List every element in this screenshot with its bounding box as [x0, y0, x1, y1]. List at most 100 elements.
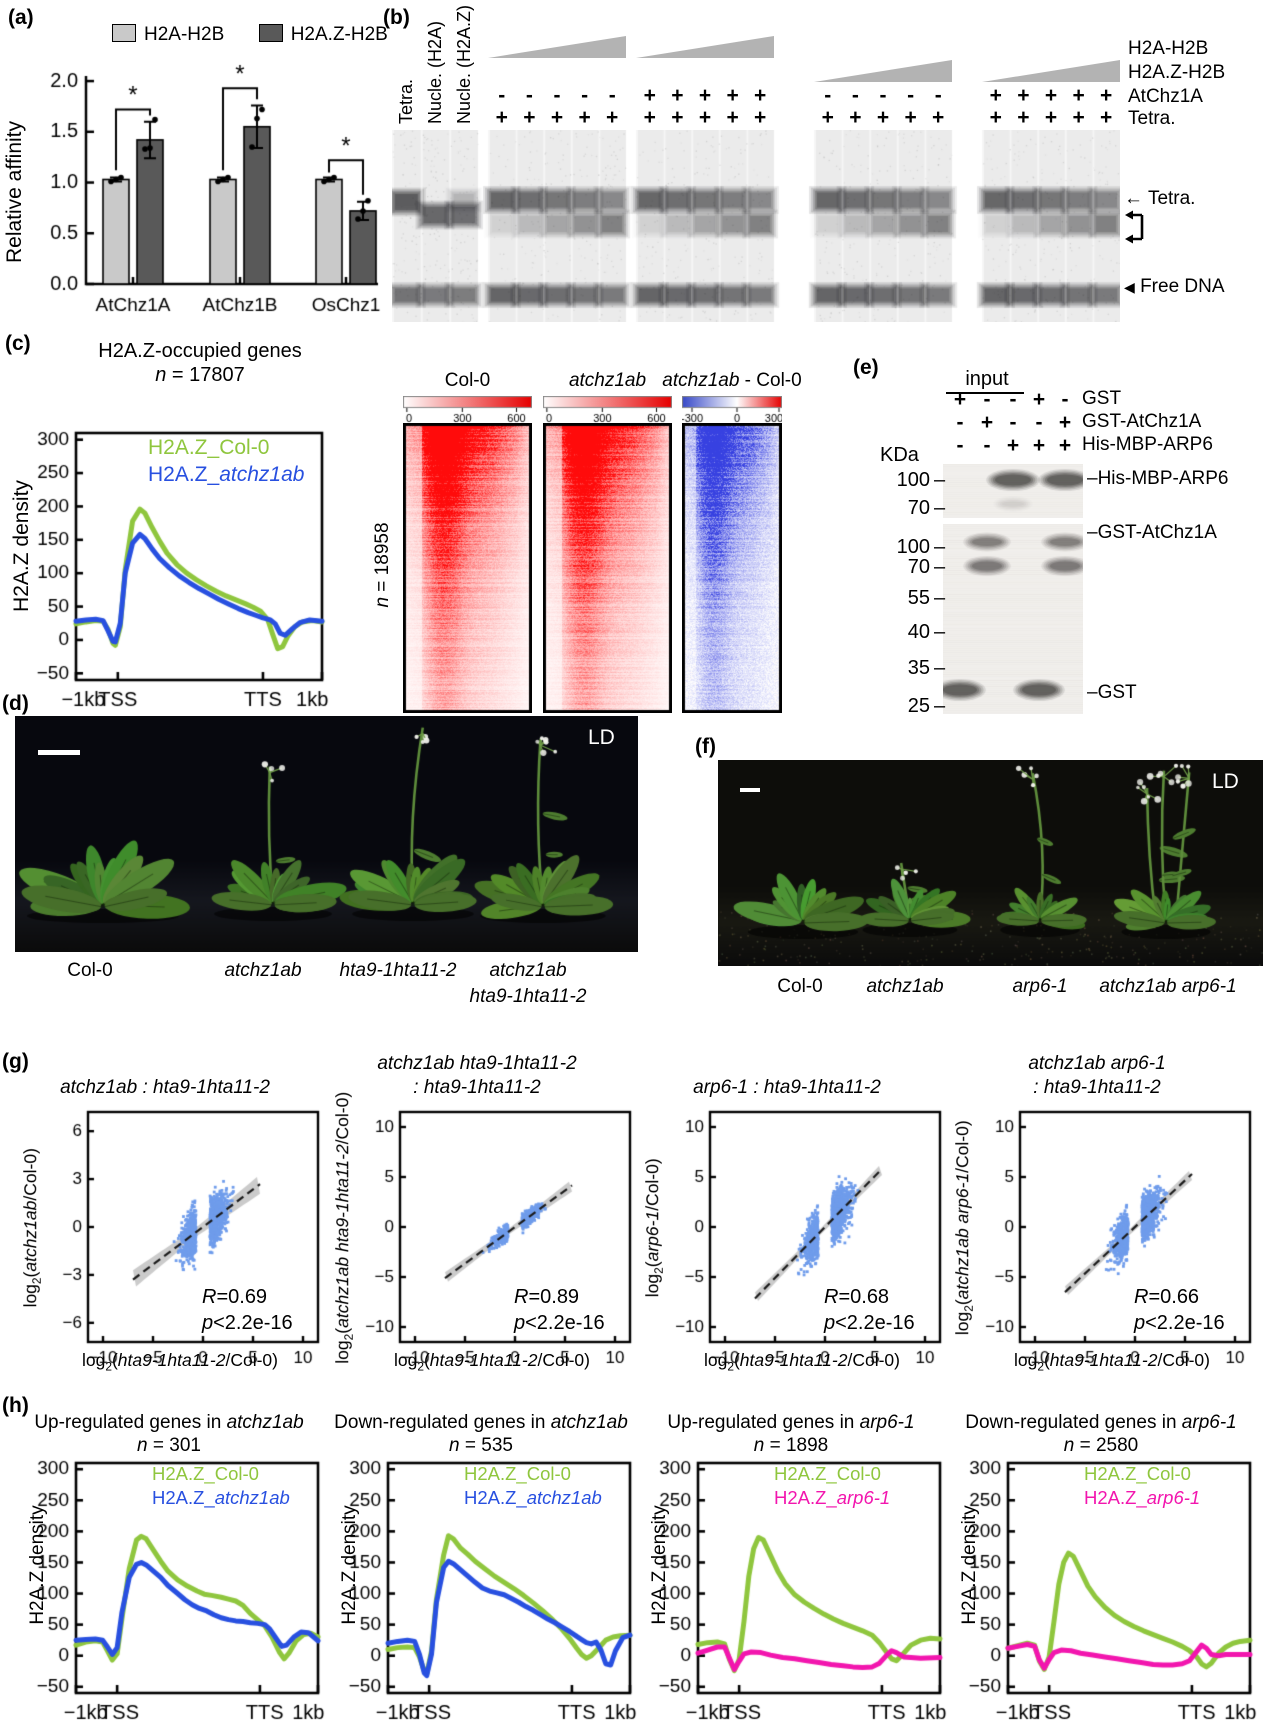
text-part: hta9-1hta11-2	[117, 1350, 226, 1370]
title-plain: Col-0	[444, 370, 491, 391]
e-plusminus: +	[1032, 434, 1046, 457]
text-part: n	[449, 1435, 460, 1456]
g-scatter-canvas	[650, 1098, 950, 1393]
h-plot-n: n = 1898	[626, 1435, 956, 1457]
e-kda-label: KDa	[880, 444, 919, 466]
heatmap-colorbar-atchz1ab	[543, 396, 672, 426]
e-blot-gst	[943, 524, 1083, 714]
e-plusminus: +	[1032, 388, 1046, 411]
e-ladder-value: 70	[907, 497, 930, 519]
text-part: 2	[651, 1267, 666, 1274]
g-stats-label: R=0.89 p<2.2e-16	[514, 1284, 605, 1336]
b-tetra-plusminus: +	[495, 106, 508, 129]
f-genotype-label: atchz1ab arp6-1	[1099, 976, 1237, 997]
text-part: p	[824, 1312, 836, 1334]
heatmap-colorbar-diff	[682, 396, 782, 426]
heatmap-n-label: n = 18958	[372, 500, 394, 630]
g-scatter-title: : hta9-1hta11-2	[413, 1077, 541, 1098]
b-tetra-plusminus: +	[1044, 106, 1058, 129]
text-part: log	[642, 1273, 663, 1298]
text-part: /Col-0)	[642, 1158, 663, 1211]
panel-h-letter: (h)	[2, 1394, 29, 1417]
h-plot-n: n = 535	[316, 1435, 646, 1457]
e-plusminus: -	[1009, 388, 1017, 411]
panel-d-letter: (d)	[2, 692, 29, 715]
b-tetra-plusminus: +	[698, 106, 712, 129]
b-tetra-band-annotation: ← Tetra.	[1124, 188, 1195, 210]
b-lane-label-tetra: Tetra.	[396, 78, 416, 124]
g-scatter-title: atchz1ab hta9-1hta11-2	[377, 1053, 577, 1074]
panel-b-letter: (b)	[383, 6, 410, 29]
e-plusminus: +	[953, 388, 967, 411]
text-part: (	[332, 1327, 353, 1334]
legend-label-h2a-h2b: H2A-H2B	[144, 24, 225, 45]
n-symbol: n	[155, 364, 167, 386]
b-tetra-plusminus: +	[821, 106, 834, 129]
b-tetra-plusminus: +	[1100, 106, 1113, 129]
b-atchz1a-plusminus: -	[934, 84, 942, 107]
b-atchz1a-plusminus: -	[525, 84, 533, 107]
b-tetra-band-label: Tetra.	[1147, 188, 1196, 209]
b-tetra-plusminus: +	[989, 106, 1002, 129]
text-part: p	[1134, 1312, 1146, 1334]
e-plusminus: -	[956, 411, 964, 434]
e-ladder-value: 35	[907, 657, 930, 679]
e-ladder-value: 100	[896, 469, 930, 491]
f-genotype-label: atchz1ab	[866, 976, 944, 997]
band-label: GST	[1097, 682, 1137, 703]
text-part: (	[1043, 1350, 1050, 1370]
c-metagene-plot-canvas	[14, 425, 334, 725]
e-blot-arp6	[943, 464, 1083, 518]
e-plusminus: +	[980, 411, 994, 434]
text-part: <2.2e-16	[213, 1312, 293, 1334]
text-part: p	[202, 1312, 214, 1334]
b-atchz1a-plusminus: +	[726, 84, 739, 107]
g-y-axis-title: log2(atchz1ab hta9-1hta11-2/Col-0)	[332, 1063, 356, 1393]
b-tetra-plusminus: +	[726, 106, 739, 129]
text-part: log	[1013, 1350, 1038, 1370]
b-atchz1a-plusminus: +	[698, 84, 712, 107]
d-genotype-label: hta9-1hta11-2	[469, 986, 587, 1007]
text-part: 2	[341, 1333, 356, 1341]
heatmap-atchz1ab	[543, 423, 672, 713]
f-genotype-label: Col-0	[777, 976, 823, 997]
b-tetra-plusminus: +	[904, 106, 917, 129]
heatmap-title-atchz1ab: atchz1ab	[543, 370, 672, 392]
dash: –	[1087, 468, 1098, 489]
text-part: =0.68	[838, 1286, 890, 1308]
text-part: arp6-1	[1181, 1412, 1237, 1433]
panel-a-letter: (a)	[8, 6, 34, 29]
n-value: = 17807	[166, 364, 245, 386]
text-part: = 1898	[764, 1435, 829, 1456]
e-row-label-gst: GST	[1082, 388, 1122, 409]
b-tetra-plusminus: +	[1017, 106, 1030, 129]
b-atchz1a-plusminus: -	[907, 84, 915, 107]
b-titration-wedge-2	[636, 36, 774, 58]
text-part: /Col-0)	[537, 1350, 590, 1370]
text-part: R	[824, 1286, 839, 1308]
g-scatter-title: atchz1ab : hta9-1hta11-2	[60, 1077, 270, 1098]
text-part: (	[20, 1271, 41, 1278]
g-scatter-title: atchz1ab arp6-1	[1028, 1053, 1166, 1074]
left-arrow-icon: ←	[1124, 188, 1143, 209]
text-part: /Col-0)	[952, 1120, 973, 1173]
b-row-label-atchz1a: AtChz1A	[1128, 86, 1203, 107]
e-ladder-dash: –	[934, 556, 946, 578]
d-plant-photo	[15, 716, 638, 952]
h-plot-title: Up-regulated genes in arp6-1	[626, 1412, 956, 1434]
b-atchz1a-plusminus: -	[553, 84, 561, 107]
d-scale-bar	[38, 750, 80, 755]
text-part: Up-regulated genes in	[667, 1412, 860, 1433]
text-part: =0.69	[216, 1286, 268, 1308]
g-scatter-title: : hta9-1hta11-2	[1033, 1077, 1161, 1098]
b-tetra-plusminus: +	[671, 106, 684, 129]
text-part: = 535	[459, 1435, 513, 1456]
band-label: His-MBP-ARP6	[1097, 468, 1229, 489]
text-part: = 2580	[1074, 1435, 1139, 1456]
e-input-underline	[946, 392, 1024, 394]
text-part: (	[733, 1350, 740, 1370]
legend-swatch-h2az-h2b	[258, 24, 283, 42]
text-part: /Col-0)	[332, 1091, 353, 1145]
b-atchz1a-plusminus: +	[1072, 84, 1085, 107]
d-genotype-label: hta9-1hta11-2	[339, 960, 457, 981]
